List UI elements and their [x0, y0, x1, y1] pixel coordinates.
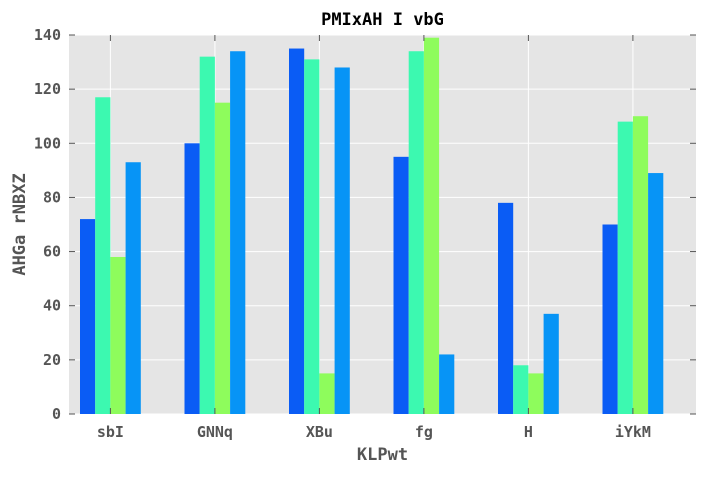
bar [110, 256, 126, 414]
y-tick-label: 40 [43, 297, 61, 315]
bar [289, 48, 305, 415]
x-tick-label: H [524, 423, 533, 441]
x-tick-label: fg [415, 423, 433, 441]
bar [393, 156, 409, 415]
bar [184, 143, 200, 415]
plot-area [69, 35, 696, 414]
bar [319, 373, 335, 414]
bar [513, 365, 529, 414]
y-tick-label: 120 [34, 80, 61, 98]
y-tick-label: 60 [43, 243, 61, 261]
bar [199, 56, 215, 415]
bar [528, 373, 544, 414]
x-axis-title: KLPwt [357, 445, 408, 465]
bar [304, 59, 320, 414]
y-tick-label: 80 [43, 188, 61, 206]
bar [230, 51, 246, 414]
bar [214, 102, 231, 414]
bar [617, 121, 633, 414]
bar [423, 37, 440, 414]
x-tick-label: sbI [97, 423, 124, 441]
y-tick-label: 140 [34, 26, 61, 44]
y-tick-label: 100 [34, 134, 61, 152]
bar [648, 173, 664, 414]
bar [95, 97, 111, 414]
bar [408, 51, 424, 414]
bar [80, 219, 96, 414]
y-tick-label: 20 [43, 351, 61, 369]
bar [632, 116, 649, 414]
bar [125, 162, 141, 414]
y-axis-title: AHGa rNBXZ [10, 173, 30, 275]
bar [334, 67, 350, 414]
x-tick-label: iYkM [615, 423, 651, 441]
x-tick-label: GNNq [197, 423, 233, 441]
x-tick-label: XBu [306, 423, 333, 441]
chart-title: PMIxAH I vbG [321, 10, 444, 30]
bar [498, 202, 514, 414]
bars [80, 37, 664, 415]
y-tick-label: 0 [52, 405, 61, 423]
bar [543, 313, 559, 414]
bar [602, 224, 618, 414]
bar [439, 354, 455, 414]
